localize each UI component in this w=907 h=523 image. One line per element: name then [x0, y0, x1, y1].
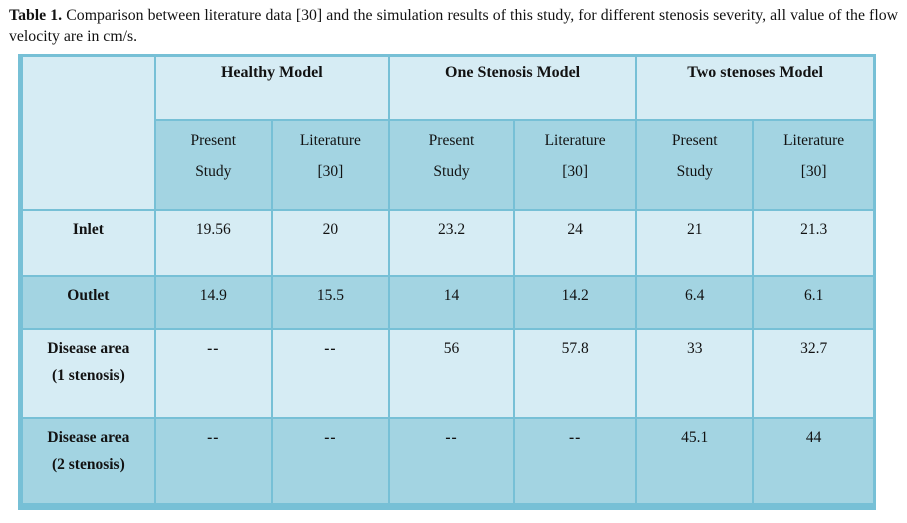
- sub-header-one-stenosis-literature: Literature [30]: [513, 118, 638, 211]
- row-label-disease-area-2: Disease area (2 stenosis): [19, 416, 156, 508]
- data-cell: --: [270, 416, 390, 508]
- row-label-line: (1 stenosis): [51, 366, 125, 384]
- data-cell: 56: [387, 327, 516, 419]
- data-cell: --: [153, 416, 273, 508]
- corner-cell: [19, 54, 156, 211]
- sub-header-line: [30]: [562, 162, 589, 180]
- sub-header-healthy-literature: Literature [30]: [270, 118, 390, 211]
- data-cell: 44: [752, 416, 876, 508]
- data-cell: 6.1: [752, 274, 876, 330]
- data-cell: 14.2: [513, 274, 638, 330]
- data-cell: 23.2: [387, 208, 516, 277]
- caption-text: Comparison between literature data [30] …: [9, 7, 899, 45]
- data-cell: --: [270, 327, 390, 419]
- sub-header-line: Literature: [299, 131, 361, 149]
- data-cell: 6.4: [635, 274, 755, 330]
- table-row-disease-area-2-stenosis: Disease area (2 stenosis) -- -- -- -- 45.…: [19, 416, 876, 508]
- sub-header-line: Literature: [783, 131, 845, 149]
- data-cell: 33: [635, 327, 755, 419]
- row-label-line: Disease area: [47, 339, 130, 357]
- table-caption: Table 1. Comparison between literature d…: [9, 5, 898, 47]
- data-cell: --: [387, 416, 516, 508]
- data-cell: 19.56: [153, 208, 273, 277]
- group-header-one-stenosis-model: One Stenosis Model: [387, 54, 638, 121]
- data-cell: 21: [635, 208, 755, 277]
- row-label-line: (2 stenosis): [51, 455, 125, 473]
- sub-header-line: [30]: [800, 162, 827, 180]
- group-header-healthy-model: Healthy Model: [153, 54, 390, 121]
- data-cell: --: [513, 416, 638, 508]
- data-cell: 20: [270, 208, 390, 277]
- sub-header-line: Present: [428, 131, 475, 149]
- sub-header-two-stenoses-literature: Literature [30]: [752, 118, 876, 211]
- caption-label: Table 1.: [9, 7, 63, 24]
- row-label-line: Inlet: [72, 220, 104, 238]
- group-header-row: Healthy Model One Stenosis Model Two ste…: [19, 54, 876, 211]
- data-cell: 45.1: [635, 416, 755, 508]
- group-header-two-stenoses-model: Two stenoses Model: [635, 54, 876, 121]
- data-cell: 14: [387, 274, 516, 330]
- data-cell: 15.5: [270, 274, 390, 330]
- sub-header-line: Present: [671, 131, 718, 149]
- data-cell: 21.3: [752, 208, 876, 277]
- row-label-outlet: Outlet: [19, 274, 156, 330]
- table-row-disease-area-1-stenosis: Disease area (1 stenosis) -- -- 56 57.8 3…: [19, 327, 876, 419]
- sub-header-row: Present Study Literature [30] Present Study…: [21, 118, 876, 211]
- row-label-disease-area-1: Disease area (1 stenosis): [19, 327, 156, 419]
- data-cell: 24: [513, 208, 638, 277]
- sub-header-line: [30]: [317, 162, 344, 180]
- sub-header-line: Study: [433, 162, 470, 180]
- sub-header-line: Study: [195, 162, 232, 180]
- sub-header-healthy-present-study: Present Study: [153, 118, 273, 211]
- data-cell: 14.9: [153, 274, 273, 330]
- data-cell: 32.7: [752, 327, 876, 419]
- table-row-inlet: Inlet 19.56 20 23.2 24 21 21.3: [19, 208, 876, 277]
- row-label-line: Disease area: [47, 428, 130, 446]
- sub-header-line: Present: [190, 131, 237, 149]
- row-label-line: Outlet: [67, 286, 110, 304]
- table-row-outlet: Outlet 14.9 15.5 14 14.2 6.4 6.1: [19, 274, 876, 330]
- data-cell: --: [153, 327, 273, 419]
- sub-header-one-stenosis-present-study: Present Study: [387, 118, 516, 211]
- sub-header-line: Study: [676, 162, 713, 180]
- sub-header-line: Literature: [544, 131, 606, 149]
- row-label-inlet: Inlet: [19, 208, 156, 277]
- data-cell: 57.8: [513, 327, 638, 419]
- sub-header-two-stenoses-present-study: Present Study: [635, 118, 755, 211]
- comparison-table: Healthy Model One Stenosis Model Two ste…: [18, 54, 876, 510]
